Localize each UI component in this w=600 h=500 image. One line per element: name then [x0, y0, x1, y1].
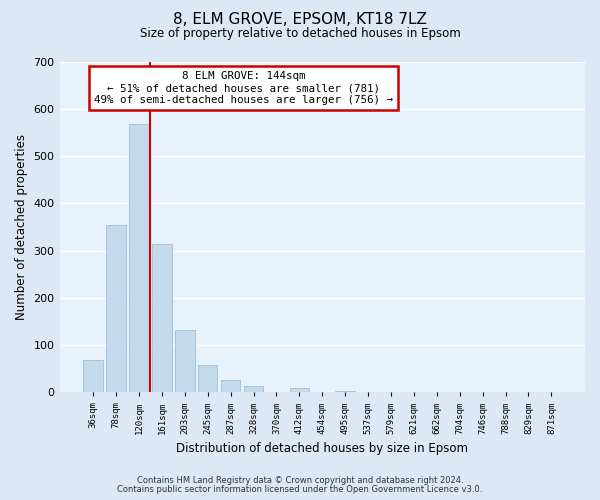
Text: Contains public sector information licensed under the Open Government Licence v3: Contains public sector information licen… — [118, 485, 482, 494]
Bar — [335, 391, 355, 392]
X-axis label: Distribution of detached houses by size in Epsom: Distribution of detached houses by size … — [176, 442, 468, 455]
Bar — [83, 360, 103, 392]
Bar — [106, 224, 126, 392]
Bar — [152, 244, 172, 392]
Bar — [244, 386, 263, 392]
Text: 8 ELM GROVE: 144sqm
← 51% of detached houses are smaller (781)
49% of semi-detac: 8 ELM GROVE: 144sqm ← 51% of detached ho… — [94, 72, 393, 104]
Text: 8, ELM GROVE, EPSOM, KT18 7LZ: 8, ELM GROVE, EPSOM, KT18 7LZ — [173, 12, 427, 28]
Y-axis label: Number of detached properties: Number of detached properties — [15, 134, 28, 320]
Bar — [175, 330, 194, 392]
Bar — [290, 388, 309, 392]
Bar — [221, 380, 241, 392]
Text: Size of property relative to detached houses in Epsom: Size of property relative to detached ho… — [140, 28, 460, 40]
Bar — [198, 366, 217, 392]
Bar — [129, 124, 149, 392]
Text: Contains HM Land Registry data © Crown copyright and database right 2024.: Contains HM Land Registry data © Crown c… — [137, 476, 463, 485]
